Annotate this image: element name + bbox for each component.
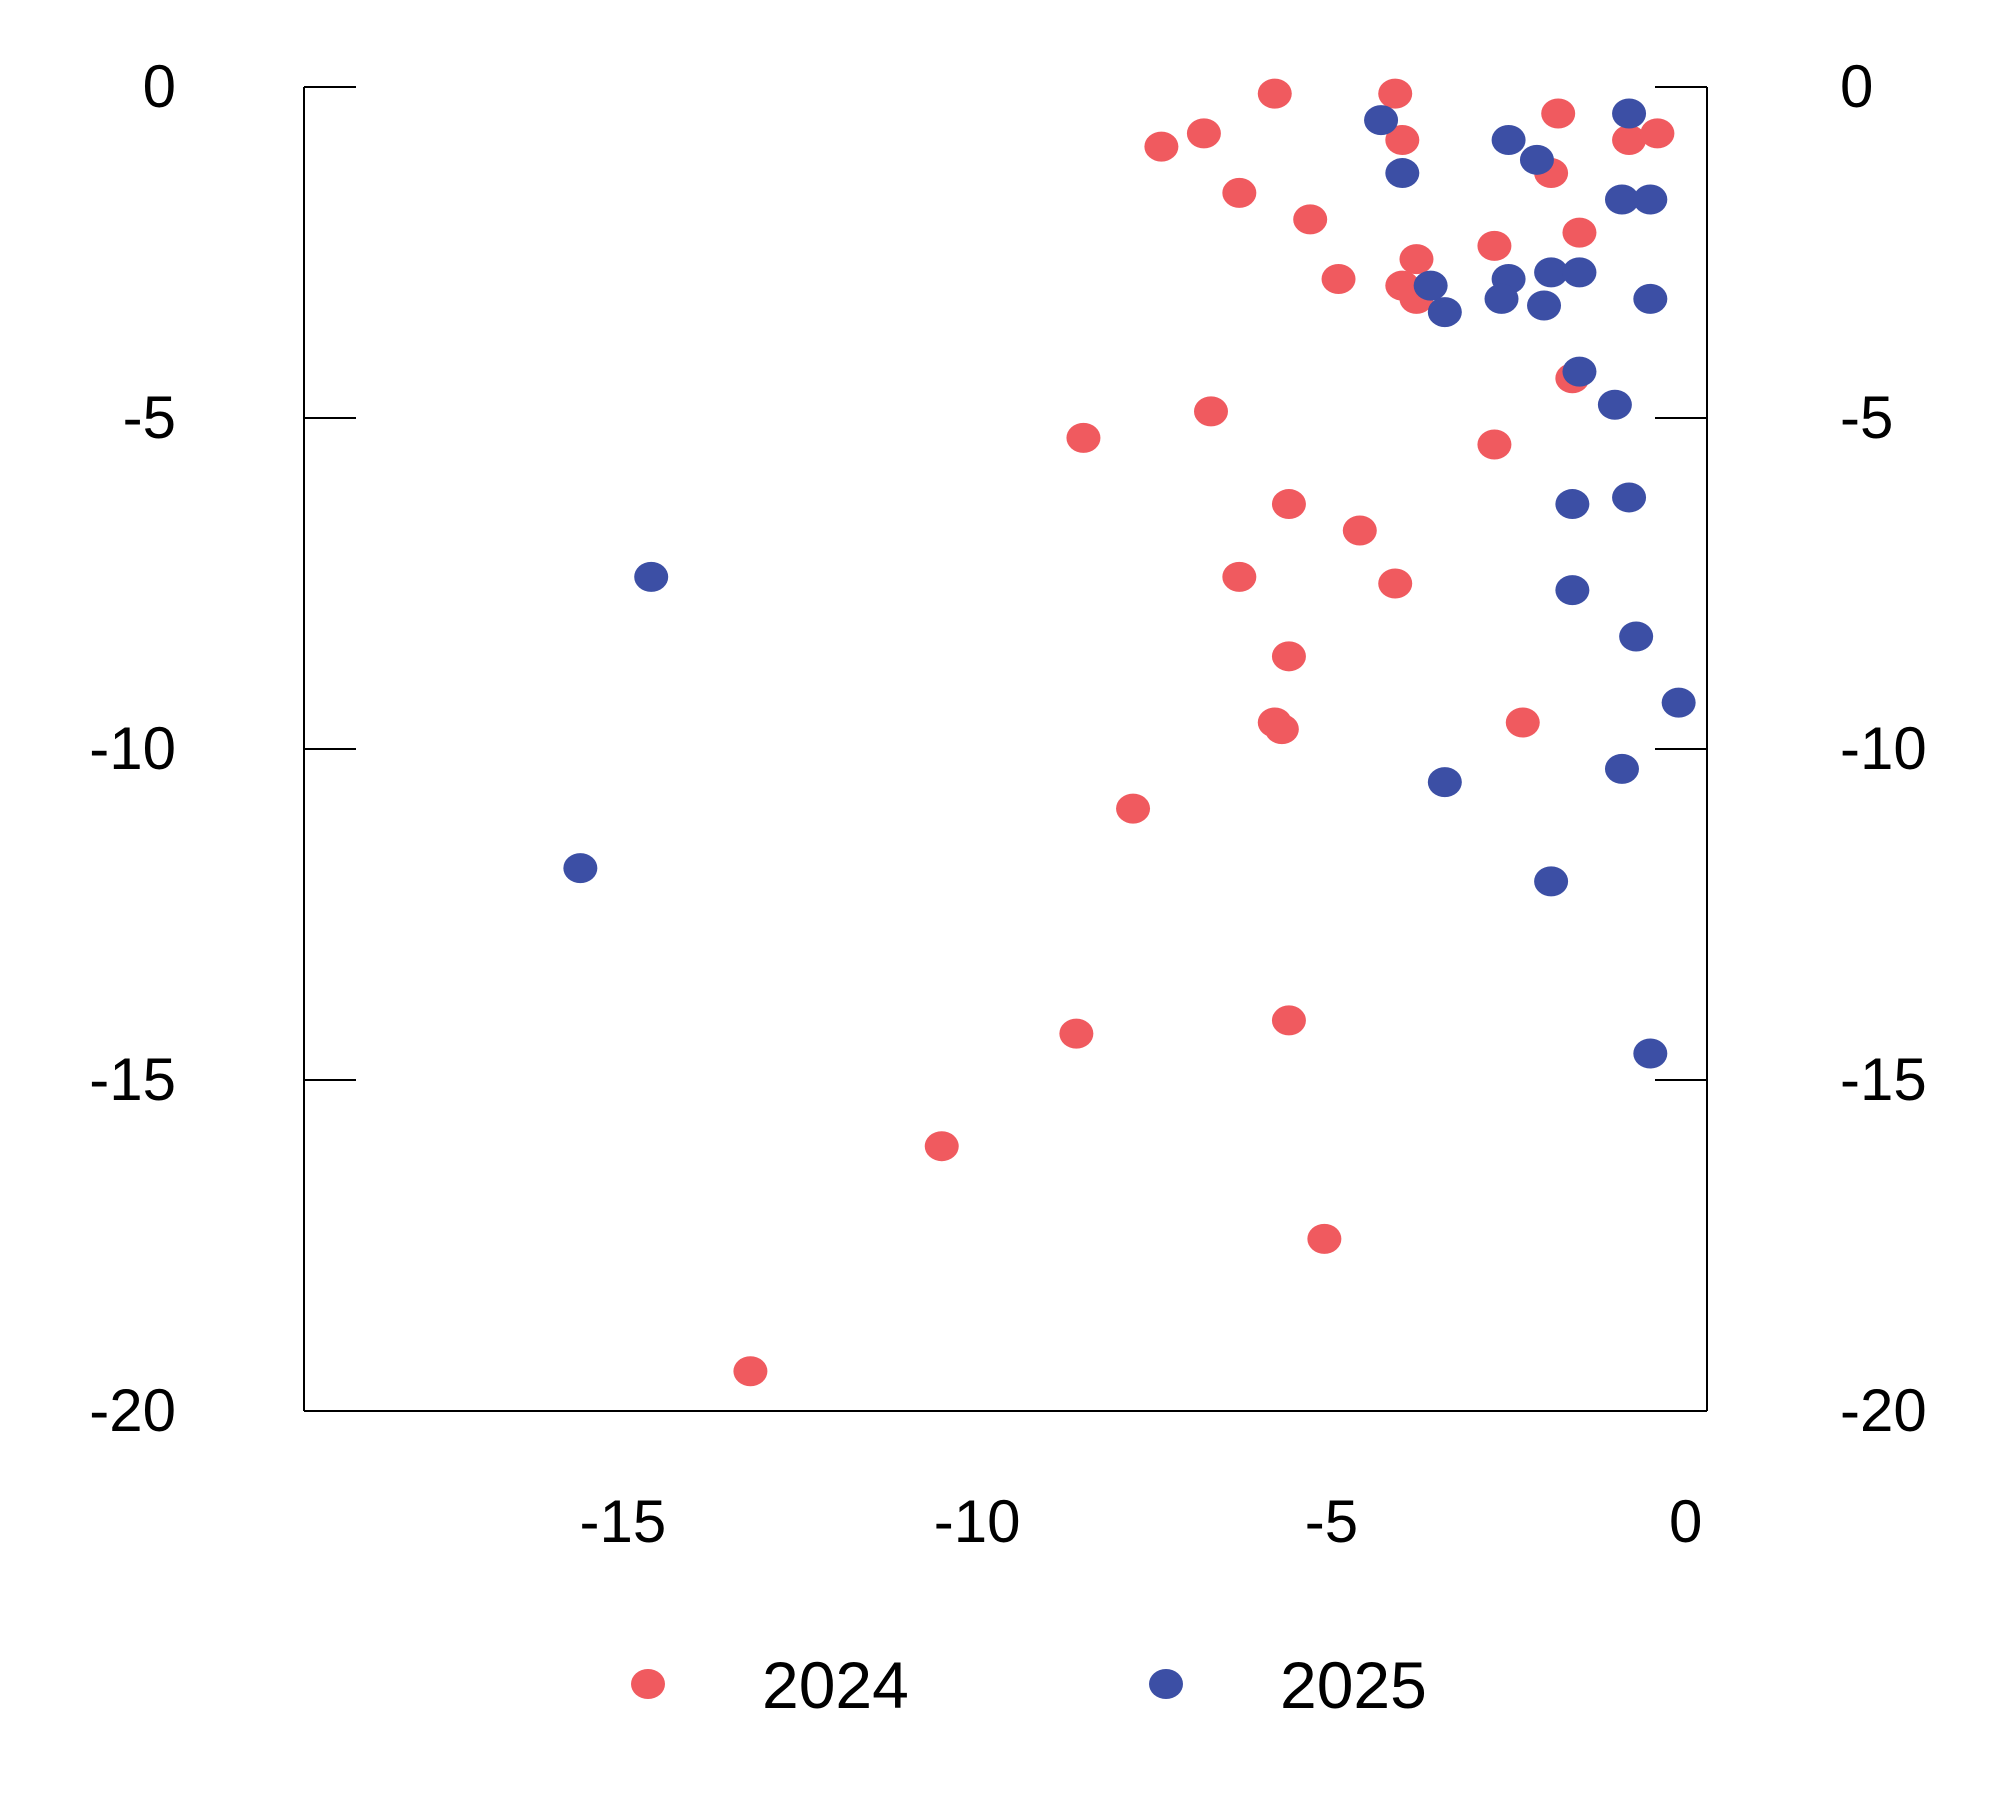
- point-2025: [1491, 124, 1526, 155]
- point-2024: [1541, 98, 1576, 129]
- point-2024: [1307, 1223, 1342, 1254]
- point-2024: [1116, 793, 1151, 824]
- point-2024: [1477, 230, 1512, 261]
- point-2024: [1640, 118, 1675, 149]
- point-2024: [1186, 118, 1221, 149]
- point-2024: [1378, 568, 1413, 599]
- point-2024: [1271, 641, 1306, 672]
- point-2025: [1597, 389, 1632, 420]
- point-2024: [1505, 707, 1540, 738]
- point-2025: [563, 853, 598, 884]
- x-tick-label: -10: [934, 1488, 1021, 1555]
- y-tick-label-left: -10: [89, 715, 176, 782]
- x-axis-ticks: -15 -10 -5 0: [580, 1488, 1703, 1555]
- point-2024: [1271, 489, 1306, 520]
- point-2024: [1342, 515, 1377, 546]
- point-2024: [1144, 131, 1179, 162]
- point-2025: [1484, 283, 1519, 314]
- point-2025: [1534, 257, 1569, 288]
- x-tick-label: -5: [1305, 1488, 1358, 1555]
- y-tick-label-left: -20: [89, 1377, 176, 1444]
- point-2024: [1399, 244, 1434, 275]
- point-2025: [1555, 489, 1590, 520]
- point-2025: [1661, 687, 1696, 718]
- point-2024: [1293, 204, 1328, 235]
- y-tick-label-right: -5: [1840, 384, 1893, 451]
- point-2025: [1633, 1038, 1668, 1069]
- legend-label-2025: 2025: [1280, 1648, 1427, 1722]
- point-2024: [1257, 78, 1292, 109]
- y-tick-label-right: -10: [1840, 715, 1927, 782]
- legend: 2024 2025: [631, 1648, 1427, 1722]
- point-2025: [1612, 482, 1647, 513]
- x-tick-label: 0: [1669, 1488, 1702, 1555]
- legend-label-2024: 2024: [762, 1648, 909, 1722]
- y-tick-label-right: 0: [1840, 53, 1873, 120]
- point-2024: [1264, 714, 1299, 745]
- y-axis-ticks: 0 0 -5 -5 -10 -10 -15 -15 -20 -20: [89, 53, 1926, 1444]
- point-2024: [1222, 177, 1257, 208]
- point-2024: [1066, 422, 1101, 453]
- point-2025: [1527, 290, 1562, 321]
- point-2025: [1604, 184, 1639, 215]
- point-2024: [1612, 124, 1647, 155]
- legend-marker-2025: [1149, 1669, 1183, 1699]
- point-2024: [1385, 124, 1420, 155]
- series-2025: [563, 98, 1696, 1069]
- point-2025: [1619, 621, 1654, 652]
- y-tick-label-left: 0: [143, 53, 176, 120]
- point-2025: [1427, 767, 1462, 798]
- point-2025: [1562, 257, 1597, 288]
- point-2024: [1193, 396, 1228, 427]
- point-2025: [1633, 283, 1668, 314]
- point-2025: [1555, 575, 1590, 606]
- point-2024: [1271, 1005, 1306, 1036]
- point-2025: [1604, 753, 1639, 784]
- point-2025: [1562, 356, 1597, 387]
- legend-marker-2024: [631, 1669, 665, 1699]
- point-2025: [1385, 158, 1420, 189]
- x-tick-label: -15: [580, 1488, 667, 1555]
- point-2024: [1059, 1018, 1094, 1049]
- series-2024: [733, 78, 1675, 1387]
- point-2025: [1612, 98, 1647, 129]
- point-2024: [1378, 78, 1413, 109]
- point-2025: [634, 561, 669, 592]
- point-2024: [924, 1131, 959, 1162]
- point-2025: [1413, 270, 1448, 301]
- data-points: [563, 78, 1696, 1387]
- point-2025: [1534, 866, 1569, 897]
- point-2025: [1519, 144, 1554, 175]
- point-2025: [1427, 297, 1462, 328]
- point-2024: [1562, 217, 1597, 248]
- y-tick-label-left: -15: [89, 1046, 176, 1113]
- point-2024: [1222, 561, 1257, 592]
- point-2024: [1321, 263, 1356, 294]
- y-tick-label-right: -20: [1840, 1377, 1927, 1444]
- point-2025: [1364, 105, 1399, 136]
- y-tick-label-right: -15: [1840, 1046, 1927, 1113]
- y-tick-label-left: -5: [123, 384, 176, 451]
- point-2024: [733, 1356, 768, 1387]
- point-2025: [1633, 184, 1668, 215]
- point-2024: [1477, 429, 1512, 460]
